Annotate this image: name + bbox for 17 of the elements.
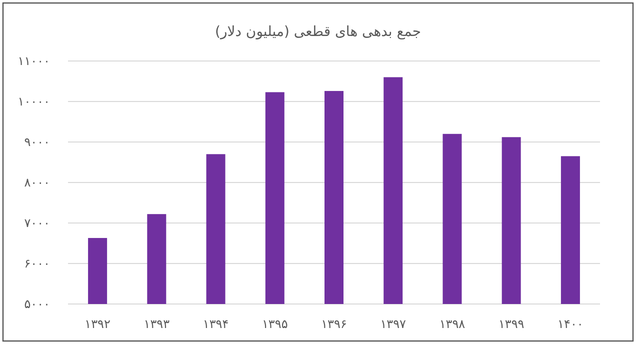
- x-tick-label: ۱۳۹۲: [84, 317, 110, 331]
- y-tick-label: ۵۰۰۰: [24, 297, 50, 311]
- x-tick-label: ۱۳۹۹: [498, 317, 524, 331]
- y-tick-label: ۱۱۰۰۰: [18, 54, 50, 68]
- y-tick-label: ۷۰۰۰: [24, 216, 50, 230]
- y-tick-label: ۶۰۰۰: [24, 256, 50, 270]
- x-tick-label: ۱۳۹۴: [202, 317, 229, 331]
- x-tick-label: ۱۴۰۰: [558, 317, 584, 331]
- x-tick-label: ۱۳۹۵: [262, 317, 288, 331]
- chart-title: جمع بدهی های قطعی (میلیون دلار): [215, 24, 421, 40]
- y-tick-label: ۱۰۰۰۰: [18, 94, 50, 108]
- y-tick-label: ۹۰۰۰: [24, 135, 50, 149]
- x-tick-label: ۱۳۹۶: [321, 317, 347, 331]
- x-tick-label: ۱۳۹۸: [439, 317, 466, 331]
- x-tick-label: ۱۳۹۳: [144, 317, 170, 331]
- y-tick-label: ۸۰۰۰: [24, 176, 50, 190]
- x-tick-label: ۱۳۹۷: [380, 317, 407, 331]
